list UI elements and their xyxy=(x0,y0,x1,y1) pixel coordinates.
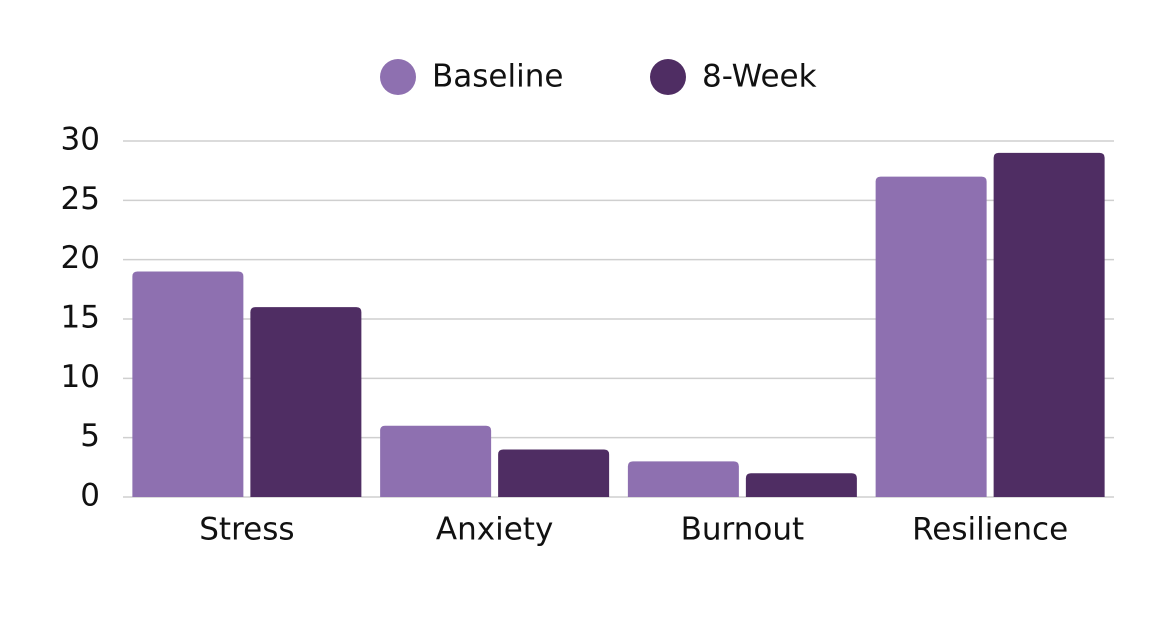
legend-label: Baseline xyxy=(432,59,563,95)
y-tick-label: 10 xyxy=(61,359,100,395)
bar xyxy=(875,176,987,497)
y-tick-label: 25 xyxy=(61,181,100,217)
x-tick-label: Stress xyxy=(199,512,294,548)
bar xyxy=(250,307,362,497)
y-tick-label: 30 xyxy=(61,122,100,158)
bar xyxy=(380,425,492,497)
y-tick-label: 0 xyxy=(80,478,100,514)
legend-label: 8-Week xyxy=(702,59,817,95)
bar xyxy=(132,271,244,497)
bar xyxy=(498,449,610,497)
x-tick-label: Burnout xyxy=(681,512,805,548)
x-tick-label: Anxiety xyxy=(436,512,553,548)
legend-swatch xyxy=(650,59,686,95)
bar xyxy=(993,152,1105,497)
y-tick-label: 5 xyxy=(80,418,100,454)
x-tick-label: Resilience xyxy=(912,512,1068,548)
y-tick-label: 15 xyxy=(61,300,100,336)
legend-swatch xyxy=(380,59,416,95)
bar xyxy=(627,461,739,497)
y-tick-label: 20 xyxy=(61,240,100,276)
bar xyxy=(745,473,857,497)
